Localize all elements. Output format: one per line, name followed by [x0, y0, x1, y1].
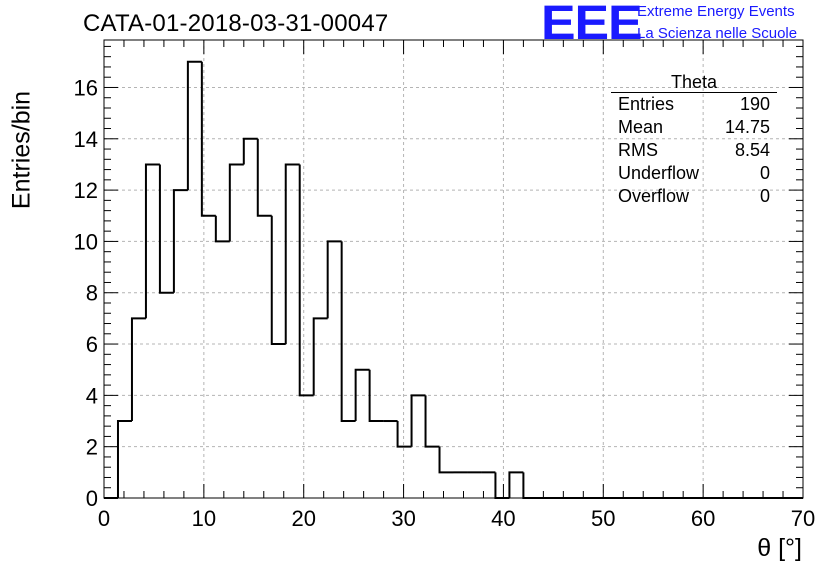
chart-title: CATA-01-2018-03-31-00047 — [83, 10, 389, 37]
stats-value: 0 — [759, 186, 770, 206]
x-tick-label: 60 — [691, 506, 715, 531]
histogram-bin — [172, 189, 188, 293]
histogram-bin — [508, 471, 524, 498]
x-axis-label: θ [°] — [757, 534, 802, 562]
x-tick-label: 50 — [591, 506, 615, 531]
stats-row-overflow: Overflow 0 — [611, 185, 777, 208]
stats-row-underflow: Underflow 0 — [611, 162, 777, 185]
y-tick-label: 10 — [74, 229, 98, 254]
stats-box: Theta Entries 190 Mean 14.75 RMS 8.54 Un… — [611, 72, 777, 208]
y-tick-label: 14 — [74, 127, 98, 152]
histogram-bin — [270, 215, 286, 346]
histogram-bin — [312, 317, 328, 396]
stats-value: 190 — [739, 94, 770, 114]
histogram-bin — [256, 138, 272, 217]
y-tick-label: 4 — [86, 383, 98, 408]
stats-value: 8.54 — [734, 140, 770, 160]
histogram-bin — [214, 215, 230, 243]
y-tick-label: 12 — [74, 178, 98, 203]
plot-frame — [103, 39, 804, 499]
stats-box-title: Theta — [611, 72, 777, 93]
histogram-bin — [228, 163, 244, 242]
logo-line-2: La Scienza nelle Scuole — [637, 25, 798, 42]
histogram-bin — [298, 164, 314, 397]
stats-value: 14.75 — [724, 117, 770, 137]
histogram-bin — [326, 240, 342, 319]
stats-label: RMS — [618, 140, 658, 160]
x-tick-label: 10 — [192, 506, 216, 531]
histogram-bin — [158, 164, 174, 294]
x-tick-label: 30 — [391, 506, 415, 531]
stats-row-mean: Mean 14.75 — [611, 116, 777, 139]
histogram-bin — [396, 421, 412, 448]
histogram-bin — [354, 368, 370, 422]
histogram-bin — [424, 395, 440, 448]
stats-value: 0 — [759, 163, 770, 183]
histogram-bin — [410, 394, 426, 447]
y-tick-label: 6 — [86, 332, 98, 357]
histogram-bin — [130, 317, 146, 422]
histogram-bin — [116, 420, 132, 498]
histogram-bin — [340, 241, 356, 423]
stats-label: Overflow — [618, 186, 690, 206]
x-tick-label: 20 — [291, 506, 315, 531]
histogram-bin — [200, 61, 216, 217]
histogram-bin — [368, 369, 384, 423]
x-tick-label: 40 — [491, 506, 515, 531]
x-tick-label: 70 — [791, 506, 815, 531]
stats-label: Mean — [618, 117, 664, 137]
histogram-bin — [186, 60, 202, 191]
y-tick-label: 2 — [86, 435, 98, 460]
stats-row-entries: Entries 190 — [611, 93, 777, 116]
y-tick-label: 16 — [74, 75, 98, 100]
y-tick-label: 0 — [86, 486, 98, 511]
histogram-bin — [284, 163, 300, 345]
stats-row-rms: RMS 8.54 — [611, 139, 777, 162]
histogram-bin — [242, 137, 258, 165]
y-tick-label: 8 — [86, 281, 98, 306]
stats-label: Underflow — [618, 163, 700, 183]
histogram-bin — [494, 472, 510, 499]
x-tick-label: 0 — [98, 506, 110, 531]
histogram-bin — [438, 446, 454, 474]
stats-label: Entries — [618, 94, 675, 114]
histogram-bin — [144, 163, 160, 319]
logo-line-1: Extreme Energy Events — [637, 3, 795, 20]
histogram-bin — [522, 472, 803, 499]
